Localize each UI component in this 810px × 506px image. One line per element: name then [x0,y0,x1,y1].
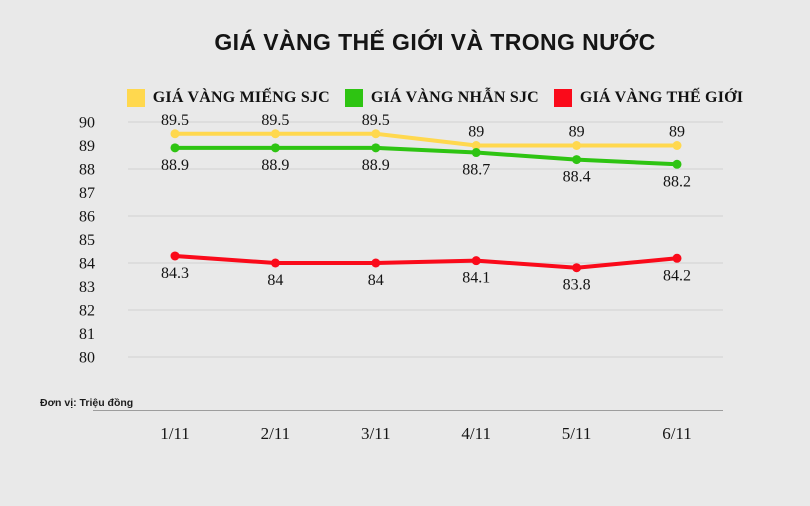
data-label: 84 [368,272,384,289]
legend-label-gold-ring: GIÁ VÀNG NHẪN SJC [370,89,539,106]
data-point [371,129,381,139]
axis-divider-line [93,410,723,411]
data-label: 89.5 [161,112,189,129]
data-point [371,143,381,153]
data-label: 83.8 [563,277,591,294]
data-point [371,258,381,268]
x-tick-label: 1/11 [160,424,190,443]
x-tick-label: 5/11 [562,424,592,443]
y-tick-label: 81 [79,326,95,343]
data-point [672,159,682,169]
data-label: 88.4 [563,169,591,186]
data-point [572,263,582,273]
data-point [471,141,481,150]
y-tick-label: 87 [79,185,95,202]
x-tick-label: 2/11 [261,424,291,443]
legend-item-gold-ring: GIÁ VÀNG NHẪN SJC [344,89,539,107]
y-tick-label: 86 [79,209,95,226]
x-tick-label: 3/11 [361,424,391,443]
data-label: 84 [267,272,283,289]
data-label: 88.9 [362,157,390,174]
legend-label-gold-bar: GIÁ VÀNG MIẾNG SJC [152,89,330,106]
legend-item-world-gold: GIÁ VÀNG THẾ GIỚI [553,89,744,107]
legend-swatch-world-gold [553,89,572,107]
data-label: 84.3 [161,265,189,282]
x-tick-label: 4/11 [461,424,491,443]
data-point [170,129,180,139]
series-line [173,145,679,167]
page-title: GIÁ VÀNG THẾ GIỚI VÀ TRONG NƯỚC [214,29,656,55]
y-tick-label: 88 [79,162,95,179]
data-point [170,251,180,261]
data-label: 89 [669,124,685,141]
data-point [170,143,180,153]
data-label: 89.5 [261,112,289,129]
data-point [572,155,582,165]
y-tick-label: 80 [79,350,95,367]
legend: GIÁ VÀNG MIẾNG SJC GIÁ VÀNG NHẪN SJC GIÁ… [60,89,810,107]
legend-item-gold-bar: GIÁ VÀNG MIẾNG SJC [126,89,330,107]
y-tick-label: 82 [79,303,95,320]
data-label: 84.2 [663,267,691,284]
y-tick-label: 90 [79,115,95,132]
y-tick-label: 84 [79,256,95,273]
legend-label-world-gold: GIÁ VÀNG THẾ GIỚI [579,89,744,106]
data-label: 89 [569,124,585,141]
data-label: 88.7 [462,162,490,179]
data-label: 89.5 [362,112,390,129]
x-tick-label: 6/11 [662,424,692,443]
legend-swatch-gold-ring [344,89,363,107]
data-point [572,141,582,150]
data-point [471,256,481,266]
data-point [270,129,280,139]
data-label: 84.1 [462,270,490,287]
y-tick-label: 83 [79,279,95,296]
series-line [173,131,679,148]
y-tick-label: 85 [79,232,95,249]
data-point [672,253,682,263]
data-point [471,148,481,158]
series-line [173,253,679,270]
data-label: 89 [468,124,484,141]
data-point [270,143,280,153]
y-tick-label: 89 [79,138,95,155]
data-point [270,258,280,268]
data-label: 88.2 [663,173,691,190]
legend-swatch-gold-bar [126,89,145,107]
unit-note: Đơn vị: Triệu đồng [40,397,134,409]
data-label: 88.9 [261,157,289,174]
data-point [672,141,682,150]
data-label: 88.9 [161,157,189,174]
